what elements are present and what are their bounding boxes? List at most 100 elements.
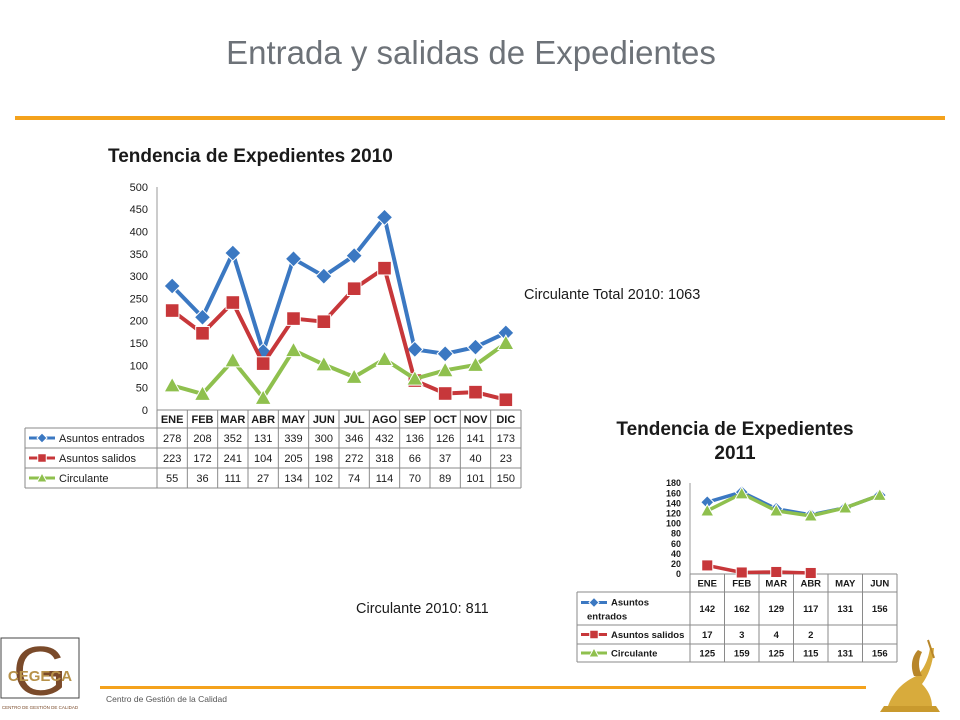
c2010-legend-label: Circulante bbox=[59, 473, 109, 485]
c2010-category-label: JUL bbox=[344, 414, 365, 426]
c2010-ytick-label: 350 bbox=[130, 249, 148, 261]
c2010-point-salidos bbox=[377, 260, 392, 276]
c2011-cell-value: 117 bbox=[803, 604, 818, 615]
c2011-ytick-label: 40 bbox=[671, 549, 681, 559]
c2010-category-label: AGO bbox=[372, 414, 398, 426]
c2010-cell-value: 272 bbox=[345, 453, 363, 465]
c2010-point-circulante bbox=[375, 350, 394, 367]
c2010-ytick-label: 400 bbox=[130, 226, 148, 238]
c2010-cell-value: 131 bbox=[254, 433, 272, 445]
c2010-point-circulante bbox=[436, 361, 455, 378]
c2010-point-circulante bbox=[223, 351, 242, 368]
c2010-ytick-label: 500 bbox=[130, 182, 148, 194]
c2011-point-entrados bbox=[769, 501, 784, 516]
c2011-legend-marker-entrados bbox=[588, 596, 600, 609]
c2010-point-salidos bbox=[498, 392, 514, 408]
c2010-cell-value: 205 bbox=[284, 453, 302, 465]
c2010-point-entrados bbox=[406, 340, 424, 359]
c2010-series-line-salidos bbox=[170, 266, 507, 402]
c2010-category-label: DIC bbox=[496, 414, 515, 426]
cegeca-logo: G CEGECA CENTRO DE GESTIÓN DE CALIDAD bbox=[0, 637, 80, 710]
c2010-point-entrados bbox=[315, 267, 333, 285]
c2010-cell-value: 126 bbox=[436, 433, 454, 445]
c2011-cell-value: 125 bbox=[768, 648, 785, 659]
c2011-data-table bbox=[576, 573, 898, 663]
c2010-category-label: OCT bbox=[434, 414, 458, 426]
svg-text:CEGECA: CEGECA bbox=[8, 668, 72, 685]
c2010-cell-value: 27 bbox=[257, 473, 269, 485]
c2010-point-entrados bbox=[284, 250, 303, 268]
c2011-cell-value: 162 bbox=[734, 604, 750, 615]
c2010-cell-value: 339 bbox=[284, 433, 302, 445]
c2010-ytick-label: 200 bbox=[130, 316, 148, 328]
c2010-point-salidos bbox=[255, 356, 271, 371]
c2010-category-label: FEB bbox=[192, 414, 214, 426]
c2010-cell-value: 134 bbox=[284, 473, 302, 485]
c2011-ytick-label: 20 bbox=[671, 559, 681, 569]
c2011-point-entrados bbox=[803, 507, 818, 523]
c2011-cell-value: 142 bbox=[699, 604, 715, 615]
c2010-point-entrados bbox=[375, 208, 394, 227]
c2010-cell-value: 101 bbox=[466, 473, 484, 485]
c2010-cell-value: 300 bbox=[315, 433, 333, 445]
c2010-point-salidos bbox=[407, 373, 423, 388]
c2011-point-salidos bbox=[770, 565, 783, 579]
c2010-cell-value: 241 bbox=[224, 453, 242, 465]
c2010-point-circulante bbox=[466, 355, 485, 372]
c2011-point-entrados bbox=[700, 495, 715, 510]
chart-title-2010: Tendencia de Expedientes 2010 bbox=[108, 146, 393, 167]
c2010-cell-value: 70 bbox=[409, 473, 421, 485]
c2011-ytick-label: 60 bbox=[671, 539, 681, 549]
footer-text: Centro de Gestión de la Calidad bbox=[106, 694, 227, 704]
c2010-point-entrados bbox=[436, 345, 454, 363]
c2011-series-line-entrados bbox=[706, 490, 881, 517]
c2010-cell-value: 150 bbox=[497, 473, 515, 485]
c2010-cell-value: 36 bbox=[196, 473, 208, 485]
c2010-point-circulante bbox=[193, 384, 212, 401]
c2010-cell-value: 223 bbox=[163, 453, 181, 465]
c2010-point-entrados bbox=[193, 308, 212, 326]
c2010-category-label: JUN bbox=[313, 414, 335, 426]
c2011-legend-marker-circulante bbox=[588, 646, 600, 658]
c2011-point-circulante bbox=[872, 487, 888, 501]
c2011-ytick-label: 160 bbox=[666, 488, 681, 498]
c2010-cell-value: 141 bbox=[466, 433, 484, 445]
c2011-point-entrados bbox=[838, 500, 853, 515]
c2010-series-line-entrados bbox=[170, 215, 507, 356]
c2010-point-entrados bbox=[254, 342, 272, 361]
c2010-point-entrados bbox=[466, 338, 485, 356]
c2011-point-circulante bbox=[803, 508, 819, 522]
c2011-ytick-label: 100 bbox=[666, 519, 681, 529]
c2011-category-label: ENE bbox=[697, 578, 717, 589]
c2010-cell-value: 318 bbox=[375, 453, 393, 465]
c2010-category-label: MAY bbox=[282, 414, 306, 426]
c2010-point-entrados bbox=[224, 244, 242, 262]
c2011-legend-label: entrados bbox=[587, 612, 627, 623]
statue-emblem bbox=[880, 639, 940, 712]
c2011-point-circulante bbox=[768, 503, 784, 517]
c2010-point-circulante bbox=[496, 334, 515, 350]
c2011-cell-value: 2 bbox=[808, 630, 813, 641]
c2011-point-entrados bbox=[872, 487, 887, 503]
c2010-point-salidos bbox=[195, 325, 210, 341]
slide-title: Entrada y salidas de Expedientes bbox=[226, 34, 716, 71]
c2011-point-circulante bbox=[837, 500, 853, 514]
c2011-ytick-label: 180 bbox=[666, 478, 681, 488]
c2010-point-entrados bbox=[497, 324, 515, 342]
c2010-data-table bbox=[24, 409, 522, 489]
c2011-series-line-salidos bbox=[706, 563, 811, 575]
c2010-point-circulante bbox=[163, 376, 182, 393]
c2010-cell-value: 352 bbox=[224, 433, 242, 445]
c2010-category-label: MAR bbox=[220, 414, 245, 426]
c2011-category-label: ABR bbox=[800, 578, 821, 589]
c2011-cell-value: 17 bbox=[702, 630, 713, 641]
c2011-point-entrados bbox=[734, 484, 749, 500]
c2010-point-salidos bbox=[316, 314, 332, 329]
c2010-legend-marker-circulante bbox=[36, 471, 48, 483]
c2011-legend-marker-salidos bbox=[589, 629, 599, 640]
c2011-series-line-circulante bbox=[706, 491, 881, 518]
c2011-point-circulante bbox=[734, 486, 750, 500]
c2010-series-line-circulante bbox=[171, 341, 508, 400]
c2010-legend-marker-salidos bbox=[37, 453, 47, 463]
c2011-ytick-label: 120 bbox=[666, 508, 681, 518]
